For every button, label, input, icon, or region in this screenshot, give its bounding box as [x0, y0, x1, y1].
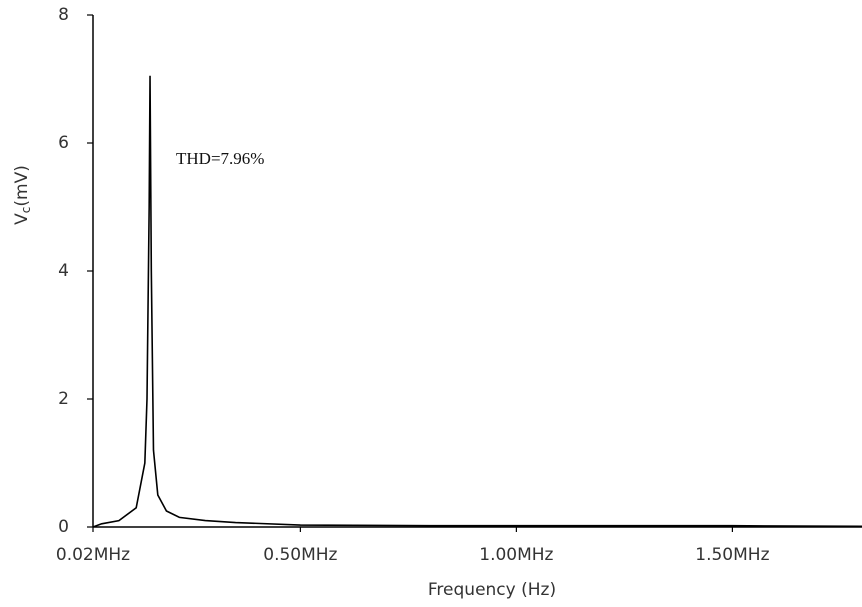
annotation: THD=7.96% [176, 149, 264, 168]
y-axis-label: Vc(mV) [12, 165, 33, 225]
y-tick-label: 2 [58, 389, 69, 409]
x-tick-label: 0.50MHz [263, 545, 337, 565]
y-label-sub: c [19, 207, 33, 214]
y-tick-label: 8 [58, 5, 69, 25]
x-tick-label: 1.50MHz [695, 545, 769, 565]
chart: Frequency (Hz) Vc(mV) THD=7.96% 0 2 4 6 8 0.0… [0, 0, 862, 607]
y-label-main: V [12, 213, 32, 225]
x-tick-label: 1.00MHz [479, 545, 553, 565]
y-tick-label: 4 [58, 261, 69, 281]
y-tick-label: 6 [58, 133, 69, 153]
x-axis-label: Frequency (Hz) [428, 580, 556, 600]
y-tick-label: 0 [58, 517, 69, 537]
line-series [93, 76, 862, 527]
y-label-unit: (mV) [12, 165, 32, 206]
x-tick-label: 0.02MHz [56, 545, 130, 565]
